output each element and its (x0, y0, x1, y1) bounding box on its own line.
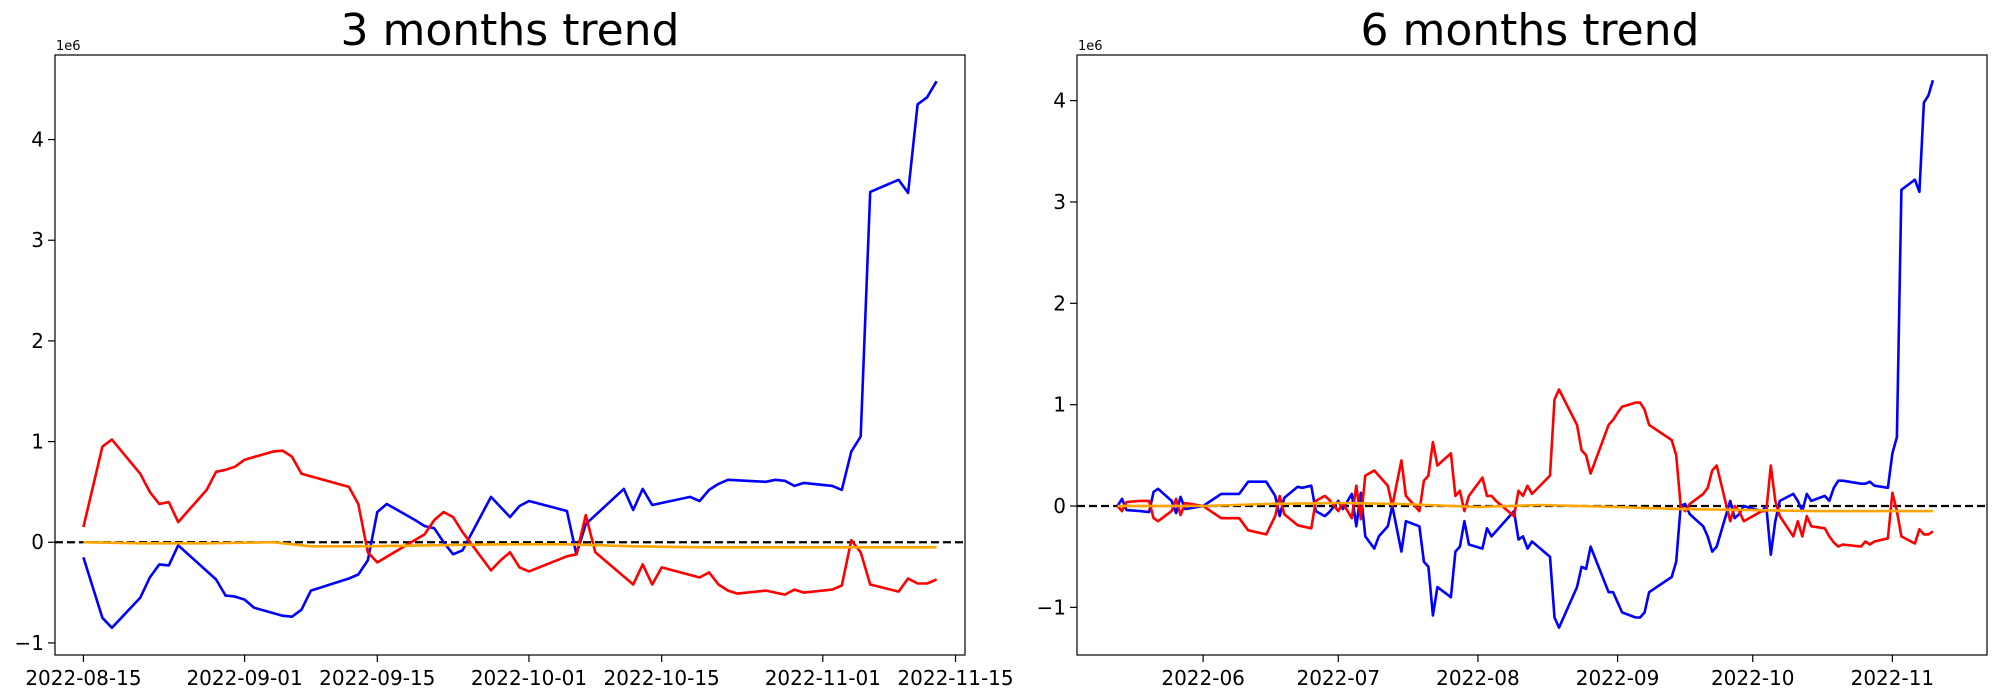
y-tick-label: 1 (31, 430, 44, 454)
x-tick-label: 2022-09-01 (186, 666, 302, 690)
x-tick-label: 2022-09 (1576, 666, 1660, 690)
plot-area: −1 0 1 2 3 4 2022-08-15 2022-09-01 2022-09-15 202… (15, 54, 1014, 690)
plot-area: −1 0 1 2 3 4 2022-06 2022-07 2022-08 2022-09 2022-… (1037, 54, 1988, 690)
y-tick-label: 3 (1053, 190, 1066, 214)
x-tick-label: 2022-10 (1711, 666, 1795, 690)
x-tick-label: 2022-11-15 (897, 666, 1013, 690)
x-tick-label: 2022-07 (1296, 666, 1380, 690)
series-line-2 (1117, 501, 1933, 513)
y-tick-label: 4 (31, 128, 44, 152)
chart-title: 3 months trend (341, 5, 680, 56)
chart-title: 6 months trend (1361, 5, 1700, 56)
y-tick-label: 1 (1053, 393, 1066, 417)
x-tick-label: 2022-11 (1851, 666, 1935, 690)
series-line-1 (82, 438, 938, 596)
chart-3-months-trend: 3 months trend 1e6 −1 0 1 2 3 4 2022-08-15 2022… (15, 5, 1014, 690)
series-group (82, 80, 938, 630)
series-line-2 (83, 540, 937, 549)
series-group (1116, 79, 1935, 629)
y-offset-label: 1e6 (1078, 39, 1103, 54)
x-tick-label: 2022-06 (1161, 666, 1245, 690)
x-tick-label: 2022-09-15 (319, 666, 435, 690)
y-tick-label: −1 (15, 631, 44, 655)
axes-frame (1076, 54, 1988, 656)
series-line-0 (82, 80, 938, 630)
y-tick-label: 3 (31, 228, 44, 252)
x-tick-label: 2022-08-15 (25, 666, 141, 690)
y-offset-label: 1e6 (56, 39, 81, 54)
y-tick-label: 0 (1053, 494, 1066, 518)
y-tick-label: 2 (31, 329, 44, 353)
y-tick-label: 0 (31, 530, 44, 554)
y-tick-label: 4 (1053, 89, 1066, 113)
series-line-1 (1116, 388, 1934, 548)
x-tick-label: 2022-11-01 (765, 666, 881, 690)
y-tick-label: 2 (1053, 291, 1066, 315)
x-tick-label: 2022-08 (1436, 666, 1520, 690)
chart-6-months-trend: 6 months trend 1e6 −1 0 1 2 3 4 2022-06 2022-07… (1037, 5, 1988, 690)
y-tick-label: −1 (1037, 595, 1066, 619)
axes-frame (54, 54, 966, 656)
x-tick-label: 2022-10-01 (471, 666, 587, 690)
x-tick-label: 2022-10-15 (604, 666, 720, 690)
